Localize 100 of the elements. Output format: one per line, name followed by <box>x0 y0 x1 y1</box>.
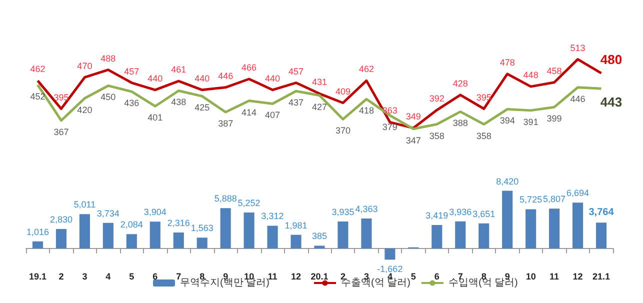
data-label: 450 <box>100 92 116 102</box>
data-label: 488 <box>100 53 116 64</box>
x-tick-label: 3 <box>82 272 88 282</box>
data-label: 391 <box>523 116 538 127</box>
data-label: 349 <box>406 112 421 122</box>
data-label: 461 <box>171 64 186 75</box>
data-label: 462 <box>358 64 374 74</box>
data-label: 385 <box>312 231 328 242</box>
data-label: 388 <box>452 118 468 128</box>
data-label: 431 <box>312 77 328 88</box>
data-label: 370 <box>335 126 350 136</box>
x-tick-label: 19.1 <box>28 272 47 282</box>
data-label: 3,651 <box>472 208 496 219</box>
data-label: 407 <box>265 110 280 120</box>
data-label: 446 <box>218 70 234 81</box>
data-label: 5,888 <box>214 194 237 204</box>
data-label: 452 <box>30 91 46 102</box>
data-label: 466 <box>242 62 257 73</box>
data-label: 470 <box>77 60 92 71</box>
x-tick-label: 7 <box>176 272 182 282</box>
data-label: 440 <box>265 73 280 84</box>
data-label: 428 <box>452 78 468 88</box>
data-label: 457 <box>124 66 140 76</box>
data-label: 446 <box>570 94 586 104</box>
data-label: 358 <box>429 130 444 141</box>
data-label: 367 <box>54 126 69 137</box>
bar <box>32 241 44 248</box>
data-label: 409 <box>335 86 350 96</box>
data-label: 458 <box>546 66 562 76</box>
bar <box>478 223 490 248</box>
bar <box>102 222 114 248</box>
data-label: 513 <box>570 42 586 53</box>
bar <box>596 222 607 248</box>
data-label: 3,419 <box>426 210 448 220</box>
data-label: 392 <box>429 94 444 104</box>
data-label: 395 <box>476 92 492 102</box>
data-label: 5,011 <box>74 200 96 210</box>
data-label: 3,734 <box>96 208 120 218</box>
data-label: 462 <box>30 64 46 74</box>
data-label: 3,935 <box>332 206 354 217</box>
x-tick-label: 5 <box>410 272 416 282</box>
data-label: 427 <box>312 102 328 112</box>
x-tick-label: 11 <box>550 272 560 282</box>
data-label: 2,316 <box>167 218 190 228</box>
data-label: 358 <box>476 130 492 141</box>
data-label: 478 <box>500 57 515 68</box>
data-label: 440 <box>194 73 210 84</box>
data-label: 457 <box>288 66 304 76</box>
data-label: 438 <box>171 97 186 108</box>
bar <box>126 234 137 248</box>
data-label: 3,312 <box>261 211 284 222</box>
data-label: 1,981 <box>284 220 308 230</box>
data-label: 5,725 <box>520 194 542 205</box>
data-label: 399 <box>546 114 562 124</box>
bar <box>502 190 513 248</box>
data-label: 436 <box>124 98 140 108</box>
x-tick-label: 12 <box>572 272 583 282</box>
data-label: 437 <box>288 98 304 108</box>
x-tick-label: 6 <box>152 272 158 282</box>
data-label: 379 <box>382 122 398 132</box>
x-tick-label: 12 <box>291 272 302 282</box>
data-label: 3,936 <box>449 206 472 217</box>
x-tick-label: 10 <box>526 272 536 282</box>
bar <box>290 234 302 248</box>
data-label: 448 <box>523 70 538 80</box>
data-label: 8,420 <box>496 176 519 186</box>
x-tick-label: 2 <box>58 272 64 282</box>
data-label: 440 <box>148 73 163 84</box>
data-label: 443 <box>600 94 622 110</box>
data-label: 401 <box>148 112 163 123</box>
data-label: 414 <box>242 107 257 118</box>
data-label: 2,084 <box>120 220 143 230</box>
data-label: 3,904 <box>144 207 166 218</box>
bar <box>79 214 90 248</box>
bar <box>384 248 396 260</box>
data-label: 1,563 <box>190 223 214 234</box>
data-label: 480 <box>600 52 622 68</box>
bar <box>526 209 536 248</box>
x-tick-label: 4 <box>106 272 111 282</box>
data-label: 4,363 <box>355 204 378 214</box>
bar <box>361 218 372 248</box>
bar <box>455 221 466 248</box>
bar <box>549 208 560 248</box>
data-label: 5,807 <box>543 194 566 204</box>
bar <box>173 232 184 248</box>
bar <box>150 222 160 248</box>
data-label: 395 <box>54 92 69 102</box>
x-tick-label: 21.1 <box>592 272 610 282</box>
data-label: 420 <box>77 104 92 115</box>
bar <box>267 226 278 248</box>
data-label: 394 <box>500 116 515 126</box>
data-label: 3,764 <box>588 207 614 218</box>
bar <box>244 212 254 248</box>
data-label: 5,252 <box>238 198 260 208</box>
x-tick-label: 6 <box>434 272 440 282</box>
data-label: -1,662 <box>377 264 403 274</box>
bar <box>572 202 584 248</box>
bar <box>338 221 348 248</box>
bar <box>314 246 325 248</box>
data-label: 418 <box>358 106 374 116</box>
